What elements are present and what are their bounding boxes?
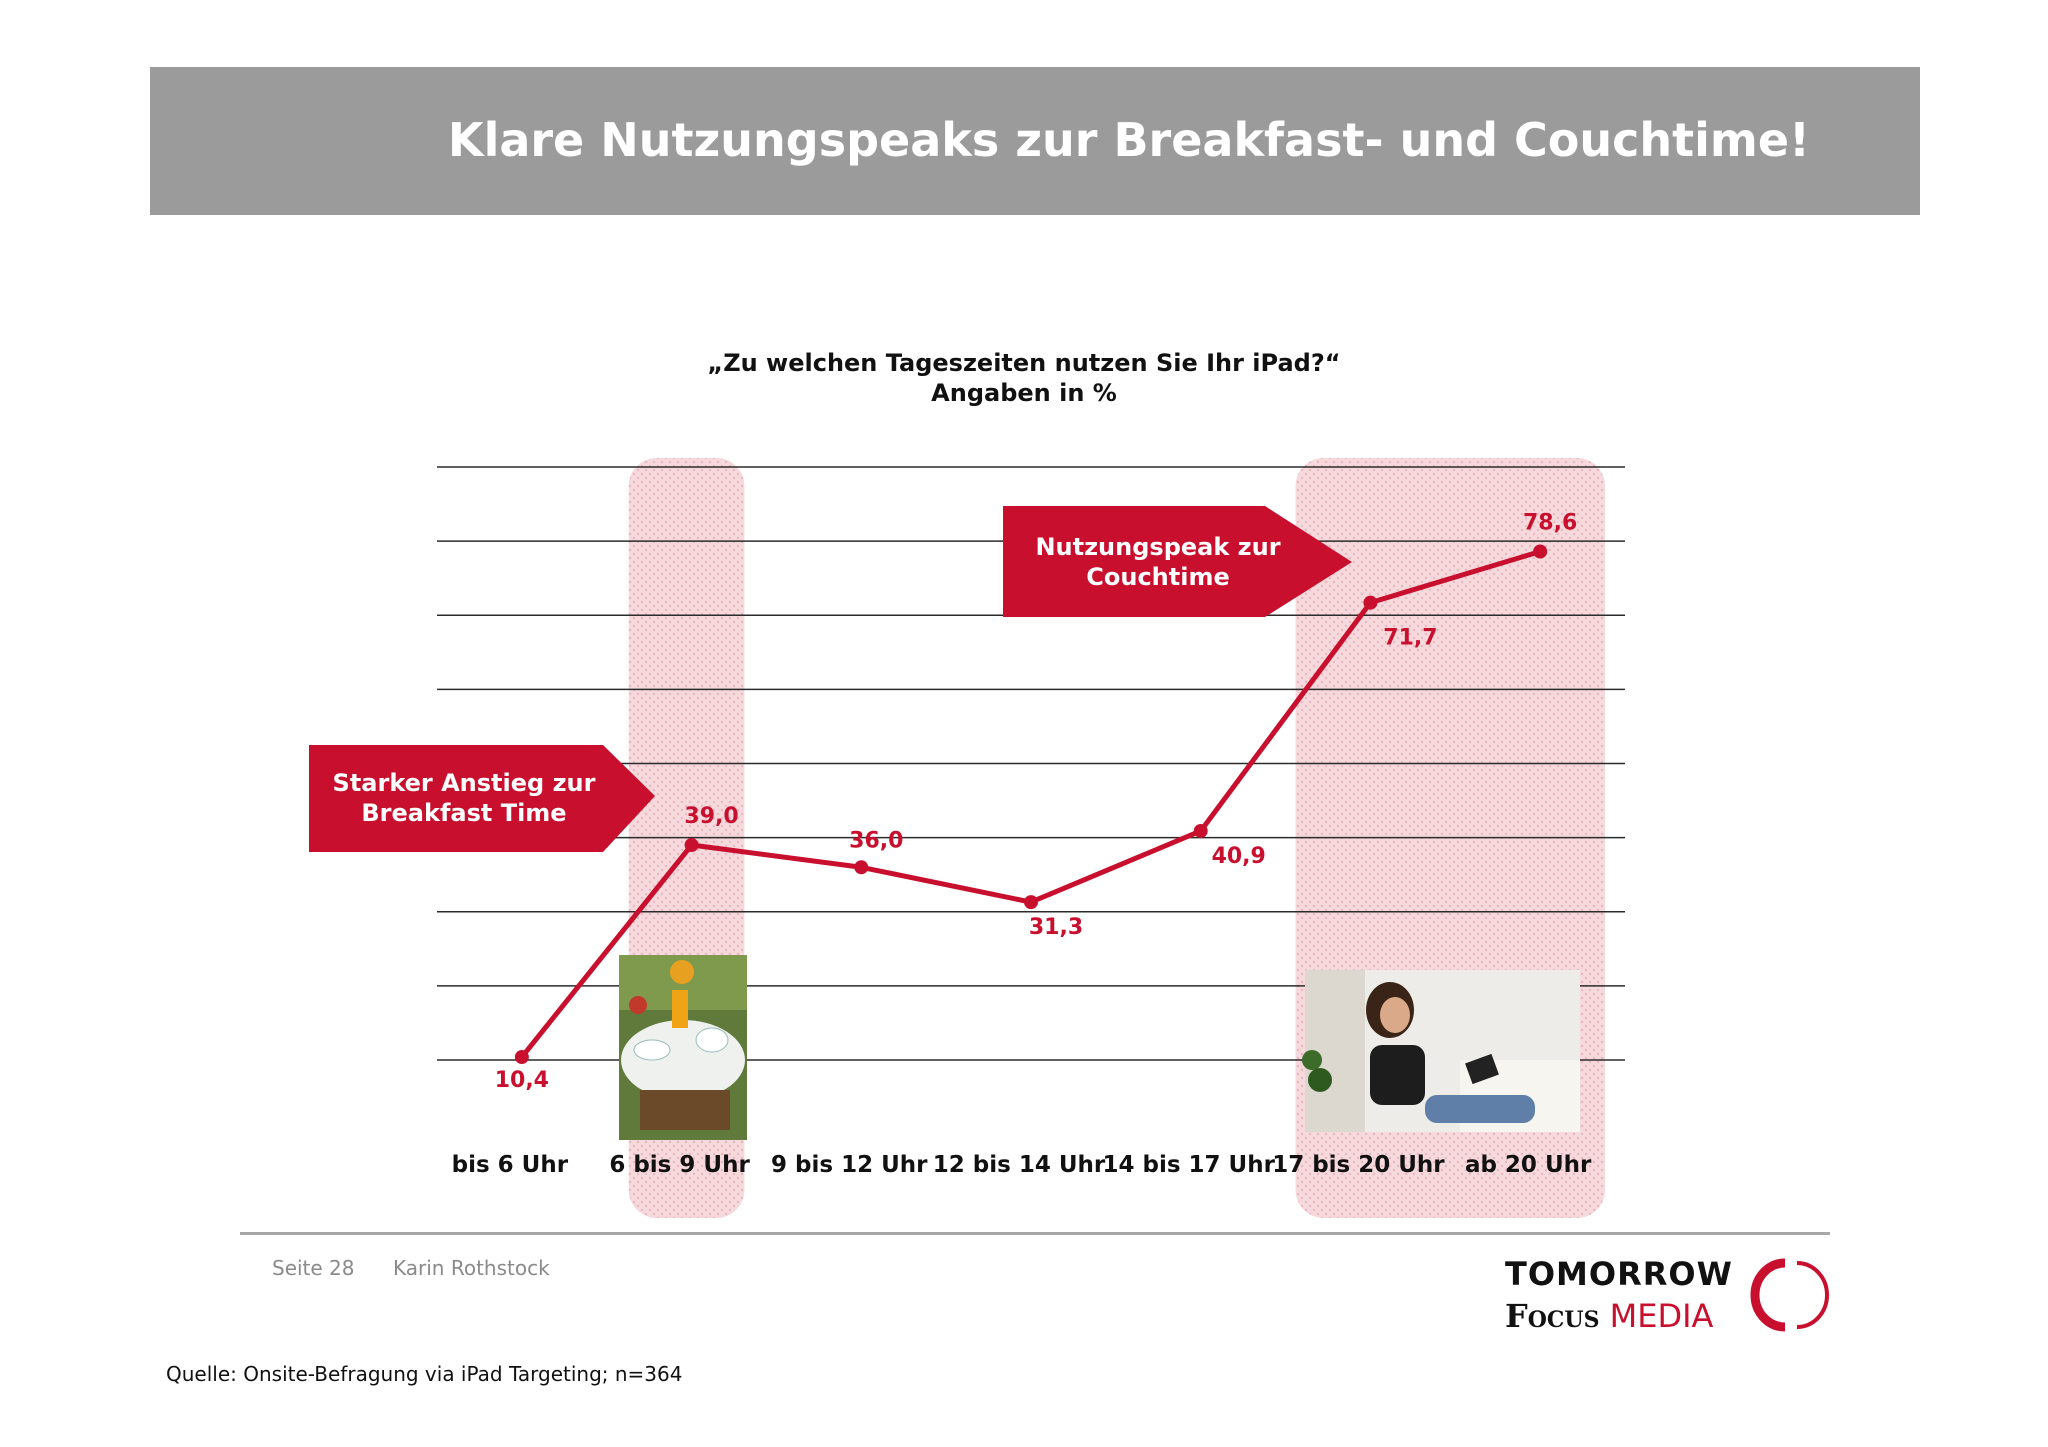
author: Karin Rothstock <box>393 1256 550 1280</box>
breakfast-callout-line2: Breakfast Time <box>361 799 567 827</box>
breakfast-callout-line1: Starker Anstieg zur <box>332 769 596 797</box>
x-tick-label-4: 14 bis 17 Uhr <box>1102 1152 1275 1178</box>
data-point-2 <box>854 860 869 875</box>
value-label-0: 10,4 <box>495 1068 549 1093</box>
value-label-3: 31,3 <box>1029 915 1083 940</box>
page-number: Seite 28 <box>272 1256 355 1280</box>
logo-line1: TOMORROW <box>1505 1255 1733 1293</box>
value-label-5: 71,7 <box>1383 626 1437 651</box>
couchtime-callout-line2: Couchtime <box>1086 563 1230 591</box>
value-label-4: 40,9 <box>1212 844 1266 869</box>
couchtime-callout-arrow <box>1003 506 1352 617</box>
company-logo: TOMORROW Focus MEDIA <box>1505 1255 1835 1345</box>
data-point-0 <box>514 1050 529 1065</box>
chart-title-block: „Zu welchen Tageszeiten nutzen Sie Ihr i… <box>0 348 2048 408</box>
couchtime-callout: Nutzungspeak zur Couchtime <box>1003 532 1313 592</box>
x-tick-label-2: 9 bis 12 Uhr <box>771 1152 928 1178</box>
value-label-2: 36,0 <box>849 828 903 853</box>
value-label-1: 39,0 <box>684 804 738 829</box>
logo-line2: Focus MEDIA <box>1505 1297 1713 1335</box>
value-label-6: 78,6 <box>1523 511 1577 536</box>
logo-mark-icon <box>1750 1258 1829 1332</box>
breakfast-photo <box>619 955 747 1140</box>
breakfast-callout: Starker Anstieg zur Breakfast Time <box>309 768 619 828</box>
logo-focus: Focus <box>1505 1297 1600 1335</box>
x-tick-label-1: 6 bis 9 Uhr <box>609 1152 750 1178</box>
x-tick-label-3: 12 bis 14 Uhr <box>933 1152 1106 1178</box>
logo-media: MEDIA <box>1609 1297 1714 1335</box>
chart-subtitle: Angaben in % <box>931 379 1117 407</box>
data-point-5 <box>1363 595 1378 610</box>
x-tick-label-6: ab 20 Uhr <box>1465 1152 1592 1178</box>
chart-title: „Zu welchen Tageszeiten nutzen Sie Ihr i… <box>707 349 1341 377</box>
data-point-1 <box>684 838 699 853</box>
couch-photo <box>1302 970 1580 1132</box>
data-point-3 <box>1024 895 1038 910</box>
x-tick-label-5: 17 bis 20 Uhr <box>1272 1152 1445 1178</box>
x-tick-label-0: bis 6 Uhr <box>452 1152 569 1178</box>
header-bar: Klare Nutzungspeaks zur Breakfast- und C… <box>150 67 1920 215</box>
data-point-6 <box>1533 544 1548 559</box>
footer-divider <box>240 1232 1830 1235</box>
data-point-4 <box>1193 823 1208 838</box>
breakfast-callout-arrow <box>309 745 655 852</box>
page-title: Klare Nutzungspeaks zur Breakfast- und C… <box>447 113 1810 167</box>
couchtime-callout-line1: Nutzungspeak zur <box>1035 533 1281 561</box>
source-note: Quelle: Onsite-Befragung via iPad Target… <box>166 1362 683 1386</box>
